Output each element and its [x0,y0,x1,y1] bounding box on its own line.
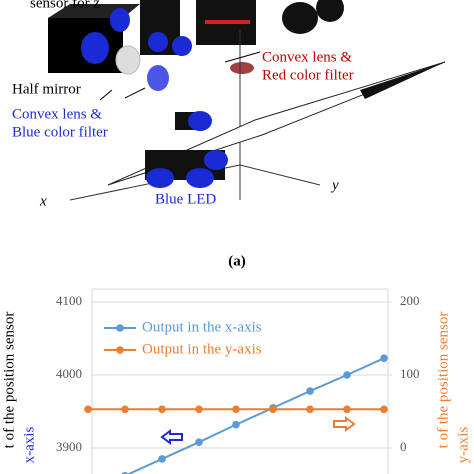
half-mirror [115,45,141,75]
blue-disk [148,32,168,52]
point [343,405,351,414]
point [232,405,240,414]
blue-disk [81,32,109,64]
point [158,405,166,414]
label: y [330,177,339,193]
direction-arrow [160,429,183,445]
label: Blue color filter [12,124,108,140]
y-tick-label: 4000 [56,366,82,381]
legend-label: Output in the x-axis [142,319,262,335]
blue-disk [172,36,192,56]
blue-disk [188,111,212,131]
point [121,471,129,474]
blue-filter [147,65,169,91]
direction-arrow [333,416,356,432]
y-tick-label: 4100 [56,293,82,308]
pointer [224,51,261,63]
point [232,420,240,429]
y-axis [239,164,321,186]
point [195,438,203,446]
label: Half mirror [12,81,81,97]
chart: t of the position sensor x-axis t of the… [1,288,471,474]
point [343,371,351,379]
legend-marker [116,346,124,354]
legend-label: Output in the y-axis [142,341,262,357]
point [306,405,314,414]
y2-tick-label: 100 [400,366,420,381]
label: x [39,193,47,209]
point [84,405,92,414]
label: Blue LED [155,191,216,207]
red-filter [230,62,254,74]
point [269,405,277,414]
y2-axis-label: y-axis [455,427,471,464]
caption: (a) [228,253,246,269]
block [316,0,344,22]
point [380,354,388,363]
legend-box [96,314,292,362]
blue-led [146,168,174,188]
label: Convex lens & [262,49,352,65]
diagram: sensor for z Half mirror Convex lens & B… [12,0,446,269]
blue-led [186,168,214,188]
stylus-tip [360,62,445,99]
y-tick-label: 3900 [56,439,82,454]
label: Convex lens & [12,106,102,122]
pointer [124,87,146,99]
blue-disk [110,8,130,32]
y2-tick-label: 200 [400,293,420,308]
label: sensor for z [30,0,100,11]
y2-tick-label: 0 [400,439,407,454]
y-axis-label: t of the position sensor [1,312,17,449]
point [121,405,129,414]
point [195,405,203,414]
point [380,405,388,414]
y2-axis-label: t of the position sensor [435,312,451,449]
blue-led [204,150,228,170]
pointer [99,89,113,101]
point [158,455,166,463]
point [306,387,314,395]
y-axis-label: x-axis [21,427,37,464]
series-line [126,357,385,474]
label: Red color filter [262,67,354,83]
block [282,2,318,34]
legend-marker [116,324,124,332]
